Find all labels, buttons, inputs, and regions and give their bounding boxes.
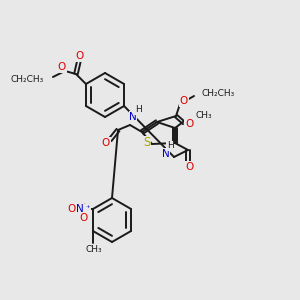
Text: N: N [129,112,137,122]
Text: CH₃: CH₃ [85,245,102,254]
Text: CH₂CH₃: CH₂CH₃ [202,88,235,98]
Text: O: O [68,204,76,214]
Text: ⁻: ⁻ [81,200,85,209]
Text: O: O [180,96,188,106]
Text: CH₂CH₃: CH₂CH₃ [11,76,44,85]
Text: CH₃: CH₃ [195,112,211,121]
Text: N: N [76,204,84,214]
Text: O: O [76,51,84,61]
Text: O: O [185,162,193,172]
Text: O: O [80,213,88,223]
Text: H: H [167,142,173,151]
Text: S: S [143,136,151,149]
Text: O: O [185,119,193,129]
Text: H: H [135,106,141,115]
Text: ⁺: ⁺ [86,205,90,214]
Text: N: N [162,149,170,159]
Text: O: O [58,62,66,72]
Text: O: O [102,138,110,148]
